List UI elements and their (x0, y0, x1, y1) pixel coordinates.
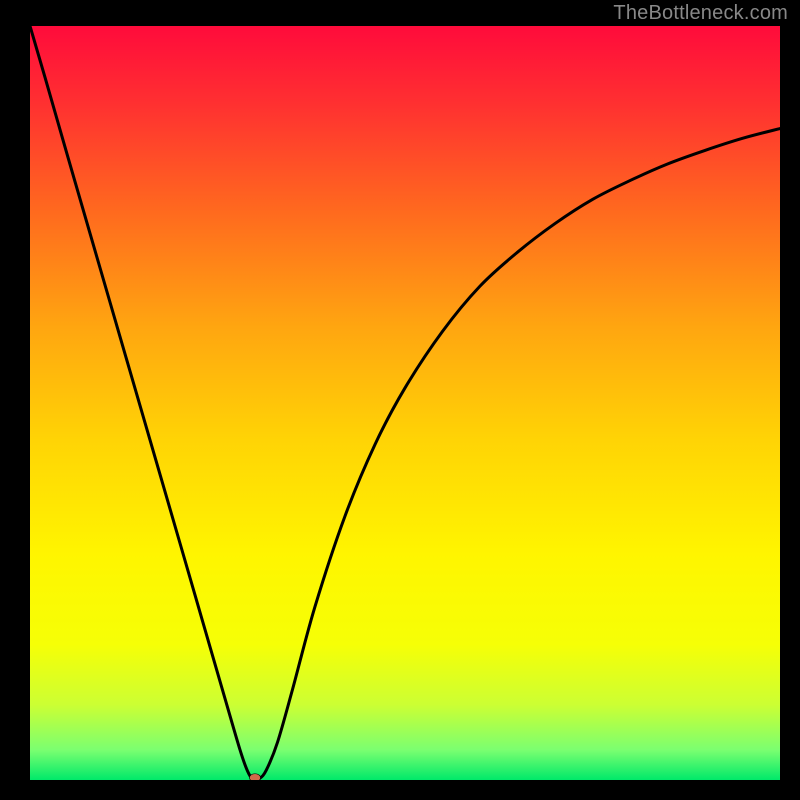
gradient-background (30, 26, 780, 780)
watermark-text: TheBottleneck.com (613, 2, 788, 25)
chart-svg (30, 26, 780, 780)
chart-frame: TheBottleneck.com (0, 0, 800, 800)
plot-area (30, 26, 780, 780)
minimum-marker (250, 774, 261, 780)
